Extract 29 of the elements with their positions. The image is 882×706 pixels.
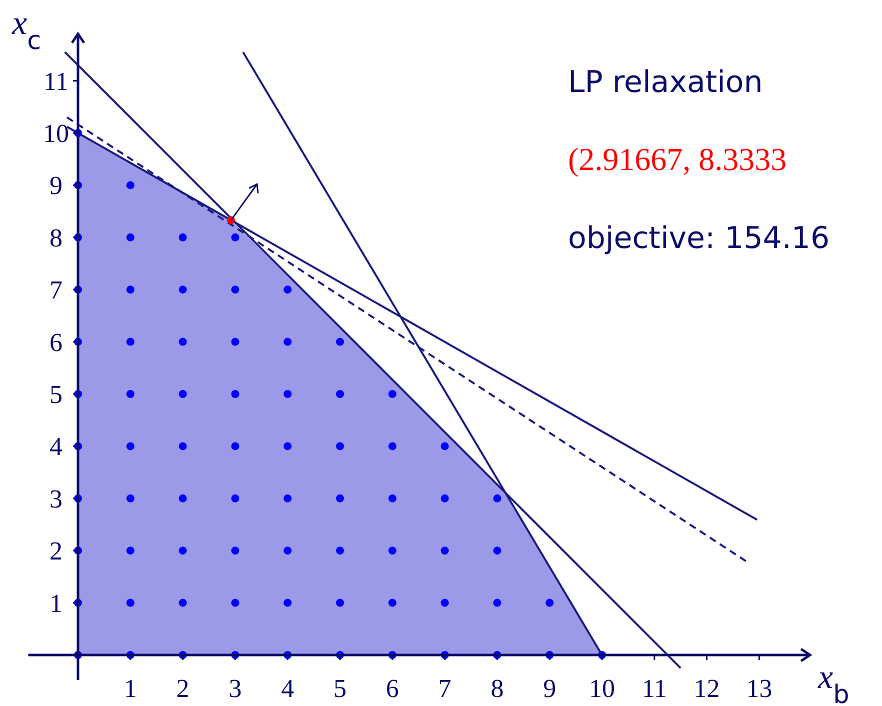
x-tick-label: 10	[589, 674, 615, 703]
x-tick-label: 3	[228, 674, 242, 703]
y-tick-label: 11	[43, 66, 69, 96]
x-axis-title: x$_{b}$	[817, 659, 850, 706]
x-tick-label: 4	[281, 674, 294, 703]
y-axis-title: x$_{c}$	[11, 5, 42, 56]
y-tick-label: 10	[43, 119, 69, 148]
x-tick-label: 13	[746, 674, 772, 703]
annotation: LP relaxation	[568, 65, 763, 100]
y-tick-label: 9	[50, 171, 62, 200]
annotation: (2.91667, 8.3333	[568, 141, 787, 177]
x-tick-label: 9	[543, 674, 556, 703]
x-tick-label: 1	[124, 674, 137, 703]
x-tick-label: 11	[642, 674, 667, 703]
x-tick-label: 7	[438, 674, 452, 703]
annotation: objective: 154.16	[568, 221, 830, 256]
y-tick-label: 4	[50, 432, 62, 462]
x-tick-label: 5	[334, 674, 346, 703]
x-tick-label: 2	[176, 674, 190, 703]
y-tick-label: 7	[50, 276, 62, 305]
x-tick-label: 12	[694, 674, 720, 703]
y-tick-label: 1	[50, 588, 62, 618]
y-tick-label: 8	[50, 223, 62, 252]
y-tick-label: 5	[50, 380, 62, 409]
x-tick-label: 8	[490, 674, 504, 703]
y-tick-label: 2	[50, 536, 62, 566]
x-tick-label: 6	[386, 674, 399, 703]
y-tick-label: 6	[50, 328, 62, 357]
y-tick-label: 3	[50, 484, 62, 514]
